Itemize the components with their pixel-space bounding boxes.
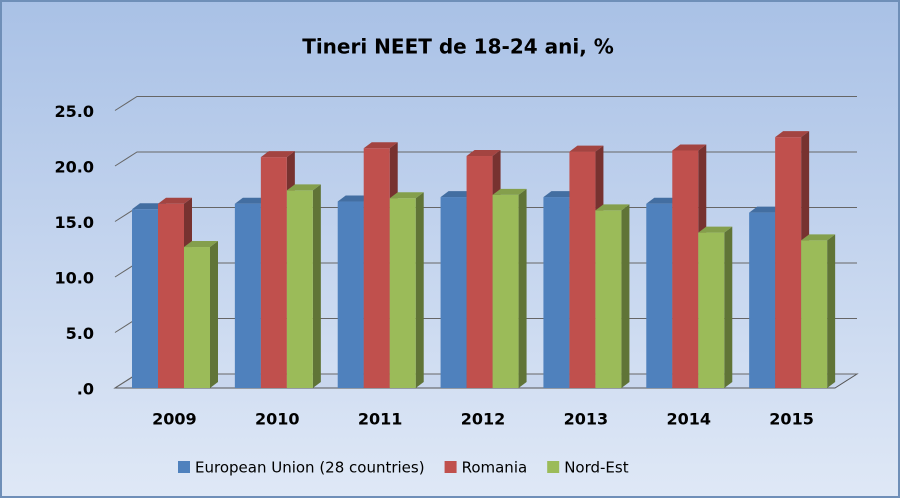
bar-front	[440, 197, 467, 388]
bar-front	[132, 209, 158, 388]
bar-front	[698, 232, 725, 388]
x-tick-label: 2014	[666, 410, 711, 429]
bar-front	[775, 137, 802, 388]
bar-top	[337, 195, 372, 202]
legend-swatch	[547, 461, 560, 473]
x-tick-label: 2010	[255, 410, 300, 429]
bar-side	[210, 241, 218, 388]
x-tick-label: 2009	[152, 410, 197, 429]
legend-label: Nord-Est	[564, 459, 629, 477]
bar-top	[801, 234, 836, 241]
grid-line	[114, 96, 857, 111]
bar-front	[184, 247, 210, 388]
bar-front	[286, 190, 313, 388]
bar-top	[569, 145, 604, 152]
y-tick-label: 15.0	[55, 213, 94, 232]
y-tick-label: 25.0	[55, 102, 94, 121]
legend-label: Romania	[462, 459, 528, 477]
bar-front	[466, 156, 493, 388]
bar-top	[672, 144, 707, 151]
legend-label: European Union (28 countries)	[195, 459, 425, 477]
y-tick-label: .0	[77, 380, 94, 399]
bar-top	[492, 188, 527, 195]
x-tick-label: 2013	[564, 410, 609, 429]
bar-front	[646, 203, 673, 388]
bar	[698, 226, 733, 388]
x-tick-label: 2012	[461, 410, 506, 429]
bar-front	[389, 198, 416, 388]
bar-side	[621, 204, 630, 388]
bar-top	[749, 206, 784, 213]
bar-side	[827, 234, 836, 388]
bar-front	[363, 148, 390, 388]
grid-line	[114, 151, 857, 167]
bar	[286, 184, 321, 388]
bar-top	[698, 226, 733, 233]
bar	[595, 204, 630, 388]
bar-top	[646, 197, 681, 204]
bar-front	[749, 212, 776, 388]
legend: European Union (28 countries) Romania Nord…	[178, 459, 629, 477]
bar	[775, 131, 810, 388]
bar-side	[518, 188, 527, 388]
legend-swatch	[178, 461, 190, 473]
bar-front	[672, 150, 699, 388]
bar-top	[466, 150, 501, 157]
chart-title: Tineri NEET de 18-24 ani, %	[302, 35, 614, 59]
bar-front	[337, 201, 364, 388]
bar-top	[132, 203, 166, 210]
bar-front	[260, 157, 287, 388]
y-tick-label: 5.0	[66, 324, 94, 343]
bar	[389, 192, 424, 388]
bar-side	[415, 192, 424, 388]
bar-top	[363, 142, 398, 149]
bar-front	[543, 197, 570, 388]
bar-top	[234, 197, 269, 204]
bar	[184, 241, 218, 388]
bar-top	[260, 151, 295, 158]
bar-front	[234, 203, 261, 388]
bar-front	[801, 240, 828, 388]
bar-side	[724, 226, 733, 388]
bar-front	[492, 194, 519, 388]
legend-swatch	[444, 461, 457, 473]
bar-side	[312, 184, 321, 388]
bar-top	[775, 131, 810, 138]
y-tick-label: 10.0	[55, 269, 94, 288]
bar-front	[569, 151, 596, 388]
bar	[492, 188, 527, 388]
bar-top	[440, 191, 475, 198]
bar	[801, 234, 836, 388]
x-tick-label: 2015	[769, 410, 814, 429]
bar-top	[158, 197, 192, 204]
bar-top	[389, 192, 424, 199]
bar-top	[543, 191, 578, 198]
bar-top	[286, 184, 321, 191]
bar-top	[184, 241, 218, 248]
y-tick-label: 20.0	[55, 158, 94, 177]
x-tick-label: 2011	[358, 410, 403, 429]
bar-front	[158, 203, 184, 388]
bar-top	[595, 204, 630, 211]
bar-front	[595, 210, 622, 388]
